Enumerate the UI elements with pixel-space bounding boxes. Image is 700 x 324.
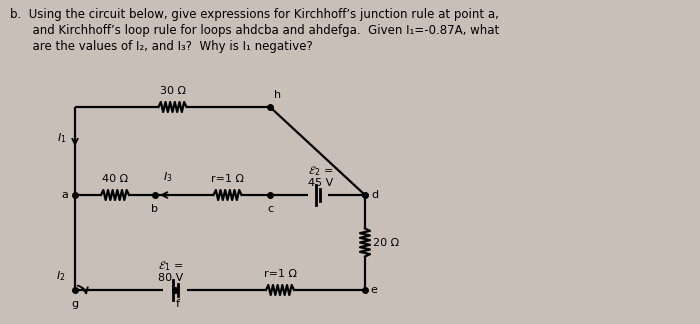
Text: are the values of I₂, and I₃?  Why is I₁ negative?: are the values of I₂, and I₃? Why is I₁ … bbox=[10, 40, 313, 53]
Text: 80 V: 80 V bbox=[158, 273, 183, 283]
Text: g: g bbox=[71, 299, 78, 309]
Text: $I_1$: $I_1$ bbox=[57, 131, 66, 145]
Text: $I_3$: $I_3$ bbox=[163, 170, 173, 184]
Text: f: f bbox=[176, 299, 180, 309]
Text: 40 Ω: 40 Ω bbox=[102, 174, 128, 184]
Text: b: b bbox=[151, 204, 158, 214]
Text: $I_2$: $I_2$ bbox=[56, 269, 66, 283]
Text: and Kirchhoff’s loop rule for loops ahdcba and ahdefga.  Given I₁=-0.87A, what: and Kirchhoff’s loop rule for loops ahdc… bbox=[10, 24, 499, 37]
Text: 45 V: 45 V bbox=[308, 178, 333, 188]
Text: r=1 Ω: r=1 Ω bbox=[211, 174, 244, 184]
Text: r=1 Ω: r=1 Ω bbox=[263, 269, 297, 279]
Text: $\mathcal{E}_1$ =: $\mathcal{E}_1$ = bbox=[158, 259, 183, 273]
Text: d: d bbox=[371, 190, 378, 200]
Text: h: h bbox=[274, 90, 281, 100]
Text: b.  Using the circuit below, give expressions for Kirchhoff’s junction rule at p: b. Using the circuit below, give express… bbox=[10, 8, 499, 21]
Text: $\mathcal{E}_2$ =: $\mathcal{E}_2$ = bbox=[308, 164, 333, 178]
Text: e: e bbox=[370, 285, 377, 295]
Text: 20 Ω: 20 Ω bbox=[373, 237, 399, 248]
Text: 30 Ω: 30 Ω bbox=[160, 86, 186, 96]
Text: a: a bbox=[61, 190, 68, 200]
Text: c: c bbox=[267, 204, 273, 214]
